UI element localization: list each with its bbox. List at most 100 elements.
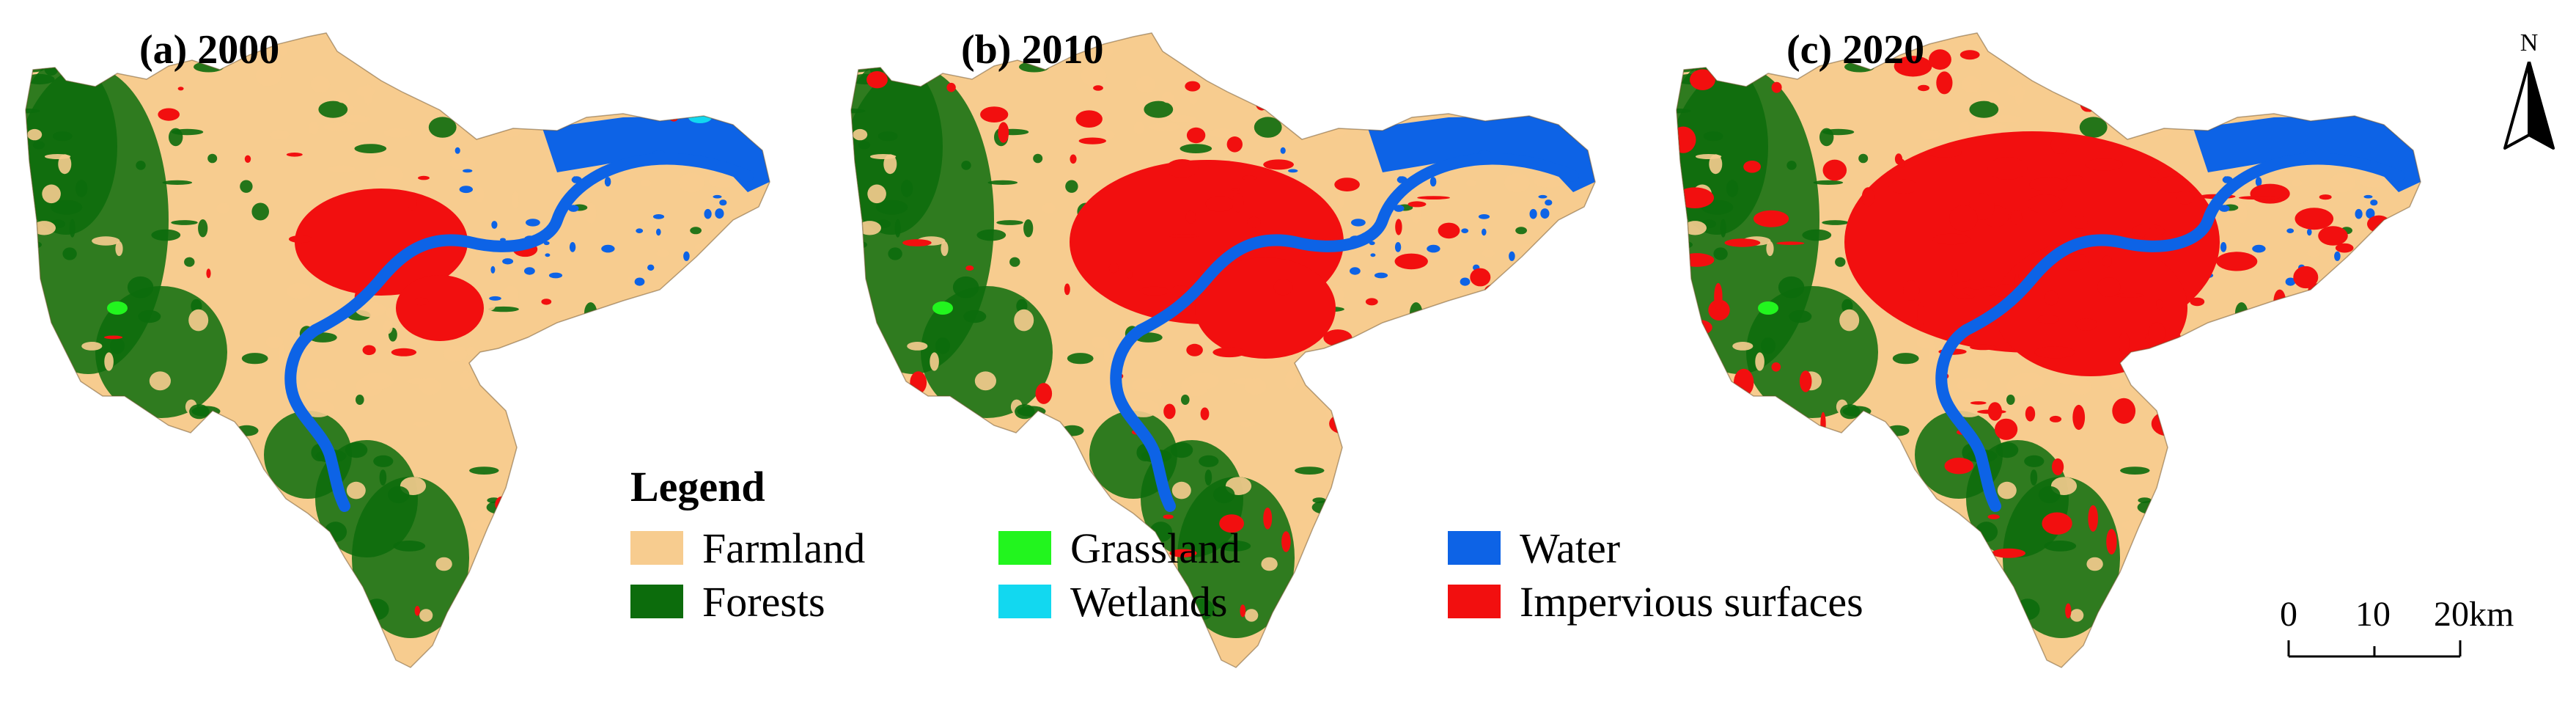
- farmland-patch: [1510, 54, 1542, 67]
- farmland-patch: [2113, 114, 2121, 125]
- water-patch: [2363, 194, 2373, 199]
- forest-patch: [162, 180, 193, 185]
- water-patch: [500, 238, 506, 242]
- impervious-patch: [1677, 187, 1715, 209]
- forest-patch: [171, 128, 204, 136]
- farmland-patch: [361, 372, 394, 389]
- farmland-patch: [2218, 393, 2248, 414]
- water-patch: [715, 208, 724, 219]
- impervious-patch: [1820, 411, 1826, 436]
- farmland-patch: [1577, 230, 1595, 246]
- farmland-patch: [2383, 65, 2405, 87]
- farmland-patch: [685, 428, 710, 445]
- forest-patch: [2281, 572, 2314, 593]
- forest-patch: [1835, 257, 1846, 267]
- impervious-patch: [1970, 401, 1987, 405]
- farmland-patch: [746, 49, 759, 65]
- impervious-patch: [1417, 196, 1450, 200]
- farmland-patch: [2223, 365, 2249, 370]
- farmland-patch: [367, 33, 386, 36]
- forest-patch: [2138, 497, 2152, 503]
- farmland-patch: [361, 33, 374, 36]
- grassland-patch: [2208, 328, 2223, 340]
- forest-patch: [1757, 33, 1790, 40]
- water-patch: [601, 244, 615, 253]
- water-patch: [1540, 208, 1550, 219]
- farmland-patch: [1133, 121, 1144, 135]
- forest-patch: [1683, 221, 1707, 235]
- impervious-patch: [1918, 84, 1929, 92]
- forest-patch: [1760, 337, 1776, 354]
- farmland-patch: [495, 125, 521, 138]
- wetlands-swatch: [998, 585, 1051, 618]
- water-patch: [2285, 277, 2296, 286]
- forest-patch: [589, 601, 608, 608]
- impervious-patch: [362, 345, 376, 356]
- impervious-patch: [1263, 508, 1273, 530]
- impervious-patch: [541, 299, 552, 305]
- water-patch: [1394, 205, 1405, 212]
- farmland-patch: [2400, 305, 2407, 321]
- impervious-patch: [1337, 65, 1355, 81]
- forest-patch: [1997, 481, 2017, 499]
- forest-patch: [1065, 180, 1078, 193]
- impervious-patch: [1987, 514, 2000, 519]
- impervious-patch: [2116, 293, 2143, 298]
- farmland-patch: [1285, 370, 1298, 389]
- water-patch: [2255, 177, 2262, 187]
- farmland-patch: [572, 365, 598, 370]
- legend-item-forests: Forests: [630, 576, 825, 627]
- farmland-patch: [619, 53, 639, 71]
- farmland-patch: [1579, 219, 1595, 229]
- farmland-patch: [1095, 130, 1115, 140]
- impervious-patch: [408, 195, 417, 211]
- scale-bar-line: [2287, 640, 2462, 658]
- boundary-outline: [850, 32, 1596, 668]
- impervious-patch: [1970, 344, 1997, 351]
- forest-patch: [129, 516, 155, 528]
- farmland-patch: [1534, 175, 1564, 188]
- forest-patch: [92, 48, 100, 53]
- farmland-patch: [1287, 114, 1295, 125]
- forest-patch: [191, 660, 218, 667]
- north-arrow: N: [2496, 29, 2562, 154]
- farmland-patch: [684, 71, 708, 88]
- farmland-patch: [1337, 191, 1344, 209]
- farmland-patch: [1254, 117, 1282, 138]
- forest-patch: [2121, 519, 2143, 530]
- forest-patch: [1213, 486, 1235, 504]
- farmland-patch: [503, 285, 519, 306]
- water-patch: [2355, 208, 2363, 219]
- farmland-patch: [1081, 66, 1107, 87]
- impervious-patch: [1338, 52, 1350, 67]
- farmland-patch: [1384, 105, 1407, 116]
- impervious-patch: [2070, 38, 2077, 46]
- impervious-patch: [2089, 650, 2116, 654]
- farmland-patch: [1444, 53, 1465, 71]
- forests-swatch: [630, 585, 683, 618]
- forest-patch: [2168, 567, 2198, 578]
- forest-patch: [2044, 541, 2077, 552]
- forest-patch: [963, 310, 987, 323]
- farmland-patch: [594, 339, 610, 356]
- forest-patch: [2185, 603, 2215, 608]
- forest-patch: [28, 459, 45, 471]
- impervious-patch: [1551, 319, 1564, 342]
- forest-patch: [633, 442, 660, 450]
- water-patch: [1509, 251, 1515, 261]
- impervious-patch: [2134, 650, 2160, 667]
- legend-item-water: Water: [1448, 522, 1620, 574]
- water-patch: [545, 253, 551, 257]
- farmland-patch: [2012, 372, 2045, 389]
- farmland-patch: [1511, 428, 1536, 445]
- land-use-map-2000: [25, 32, 770, 668]
- forest-patch: [748, 435, 758, 456]
- forest-patch: [73, 384, 81, 400]
- farmland-patch: [1552, 357, 1579, 365]
- farmland-patch: [1253, 37, 1278, 58]
- forest-patch: [234, 629, 262, 640]
- forest-patch: [463, 629, 480, 636]
- scale-label-20km: 20km: [2434, 595, 2514, 634]
- farmland-patch: [1552, 252, 1561, 258]
- impervious-patch: [1232, 193, 1244, 213]
